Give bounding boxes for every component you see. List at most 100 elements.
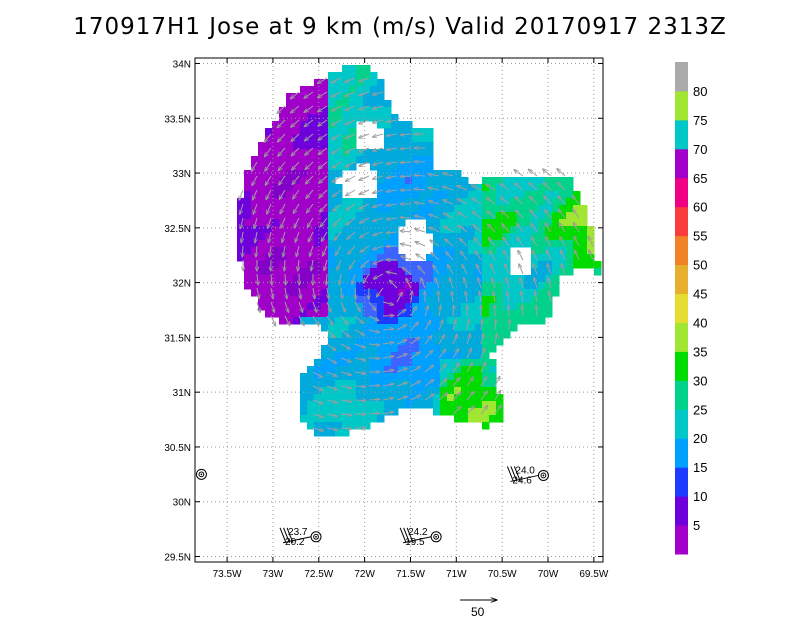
- wind-speed-cell: [398, 282, 406, 290]
- wind-speed-cell: [335, 324, 343, 332]
- wind-speed-cell: [314, 394, 322, 402]
- wind-speed-cell: [384, 310, 392, 318]
- wind-speed-cell: [461, 268, 469, 276]
- wind-vector: [290, 91, 300, 99]
- wind-speed-cell: [377, 261, 385, 269]
- wind-speed-cell: [363, 254, 371, 262]
- wind-vector: [331, 77, 342, 83]
- wind-speed-cell: [384, 331, 392, 339]
- wind-speed-cell: [489, 401, 497, 409]
- station-dot-icon: [435, 535, 438, 538]
- wind-speed-cell: [314, 310, 322, 318]
- wind-speed-cell: [426, 177, 434, 185]
- wind-speed-cell: [377, 282, 385, 290]
- wind-speed-cell: [573, 240, 581, 248]
- wind-speed-cell: [524, 212, 532, 220]
- wind-vector: [312, 413, 323, 417]
- wind-speed-cell: [342, 128, 350, 136]
- wind-speed-cell: [454, 177, 462, 185]
- wind-speed-cell: [426, 310, 434, 318]
- wind-speed-cell: [468, 191, 476, 199]
- wind-vector: [252, 189, 258, 200]
- wind-speed-cell: [272, 191, 280, 199]
- wind-speed-cell: [314, 191, 322, 199]
- wind-speed-cell: [580, 240, 588, 248]
- vector-scale-label: 50: [471, 605, 485, 618]
- wind-speed-cell: [328, 401, 336, 409]
- wind-vector: [372, 91, 384, 95]
- wind-vector: [447, 265, 454, 275]
- wind-vector: [368, 385, 380, 386]
- wind-speed-cell: [580, 226, 588, 234]
- wind-speed-cell: [370, 282, 378, 290]
- wind-speed-cell: [335, 429, 343, 437]
- wind-speed-cell: [300, 408, 308, 416]
- wind-speed-cell: [545, 205, 553, 213]
- wind-speed-cell: [573, 247, 581, 255]
- wind-speed-cell: [524, 310, 532, 318]
- wind-speed-cell: [426, 268, 434, 276]
- wind-speed-cell: [510, 191, 518, 199]
- wind-speed-cell: [300, 177, 308, 185]
- wind-speed-cell: [377, 408, 385, 416]
- wind-speed-cell: [405, 345, 413, 353]
- wind-speed-cell: [440, 226, 448, 234]
- wind-speed-cell: [475, 191, 483, 199]
- wind-speed-cell: [335, 282, 343, 290]
- wind-speed-cell: [377, 345, 385, 353]
- wind-vector: [382, 329, 394, 330]
- wind-speed-cell: [433, 170, 441, 178]
- wind-speed-cell: [349, 135, 357, 143]
- wind-speed-cell: [335, 254, 343, 262]
- wind-speed-cell: [433, 380, 441, 388]
- wind-speed-cell: [342, 415, 350, 423]
- wind-speed-cell: [279, 184, 287, 192]
- wind-speed-cell: [251, 247, 259, 255]
- wind-speed-cell: [468, 387, 476, 395]
- wind-vector: [326, 357, 337, 363]
- wind-speed-cell: [377, 296, 385, 304]
- wind-speed-cell: [412, 177, 420, 185]
- wind-speed-cell: [489, 205, 497, 213]
- wind-speed-cell: [496, 233, 504, 241]
- wind-speed-cell: [342, 380, 350, 388]
- wind-speed-cell: [300, 163, 308, 171]
- wind-speed-cell: [517, 177, 525, 185]
- wind-speed-cell: [384, 345, 392, 353]
- wind-speed-cell: [377, 121, 385, 129]
- wind-speed-cell: [447, 177, 455, 185]
- wind-speed-cell: [314, 86, 322, 94]
- wind-speed-cell: [419, 401, 427, 409]
- station-label: 24.2: [408, 527, 428, 538]
- wind-vector: [270, 315, 276, 326]
- wind-vector: [305, 175, 314, 184]
- wind-speed-cell: [475, 184, 483, 192]
- colorbar-label: 10: [693, 489, 707, 504]
- wind-speed-cell: [363, 282, 371, 290]
- wind-speed-cell: [335, 100, 343, 108]
- wind-speed-cell: [468, 324, 476, 332]
- wind-vector: [382, 370, 394, 372]
- wind-speed-cell: [349, 324, 357, 332]
- wind-speed-cell: [489, 296, 497, 304]
- wind-speed-cell: [482, 240, 490, 248]
- wind-speed-cell: [461, 324, 469, 332]
- wind-speed-cell: [384, 275, 392, 283]
- wind-vector: [452, 378, 460, 387]
- wind-speed-cell: [335, 219, 343, 227]
- wind-speed-cell: [468, 415, 476, 423]
- wind-vector: [410, 352, 420, 359]
- wind-speed-cell: [286, 268, 294, 276]
- wind-speed-cell: [524, 282, 532, 290]
- wind-speed-cell: [391, 303, 399, 311]
- wind-speed-cell: [440, 387, 448, 395]
- wind-vector: [487, 211, 496, 219]
- wind-speed-cell: [356, 114, 364, 122]
- wind-speed-cell: [475, 387, 483, 395]
- wind-speed-cell: [566, 233, 574, 241]
- wind-speed-cell: [419, 163, 427, 171]
- wind-speed-cell: [377, 387, 385, 395]
- x-axis: 73.5W 73W 72.5W 72W 71.5W 71W 70.5W 70W 69.5W: [213, 58, 609, 580]
- wind-speed-cell: [398, 191, 406, 199]
- wind-vector: [324, 259, 328, 271]
